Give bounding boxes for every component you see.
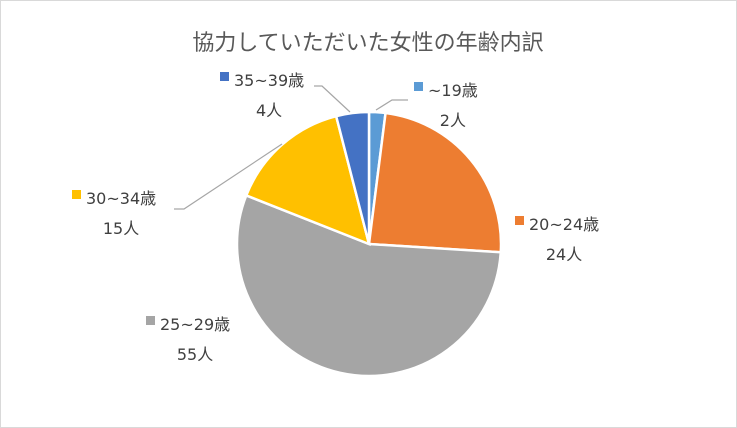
value-label-1: 24人 (546, 245, 582, 264)
leader-lines (174, 85, 408, 210)
value-label-4: 4人 (256, 101, 282, 120)
value-label-0: 2人 (440, 111, 466, 130)
leader-line-3 (174, 143, 283, 210)
category-label-0: ~19歳 (428, 81, 478, 100)
data-labels: ~19歳 2人 20~24歳 24人 25~29歳 55人 30~34歳 15人 35~39歳 4… (72, 71, 599, 364)
pie-slices (235, 110, 503, 378)
category-label-2: 25~29歳 (160, 315, 230, 334)
label-swatch-2 (146, 316, 155, 325)
category-label-3: 30~34歳 (86, 189, 156, 208)
category-label-4: 35~39歳 (234, 71, 304, 90)
value-label-2: 55人 (177, 345, 213, 364)
leader-line-0 (375, 99, 408, 111)
pie-slice-3 (244, 114, 371, 247)
leader-line-4 (314, 85, 351, 113)
pie-slice-4 (334, 110, 371, 245)
label-swatch-3 (72, 190, 81, 199)
pie-slice-1 (367, 111, 503, 254)
category-label-1: 20~24歳 (529, 215, 599, 234)
value-label-3: 15人 (103, 219, 139, 238)
label-swatch-1 (515, 216, 524, 225)
label-swatch-0 (414, 82, 423, 91)
pie-slice-2 (235, 193, 503, 378)
label-swatch-4 (220, 72, 229, 81)
chart-title: 協力していただいた女性の年齢内訳 (192, 31, 543, 56)
